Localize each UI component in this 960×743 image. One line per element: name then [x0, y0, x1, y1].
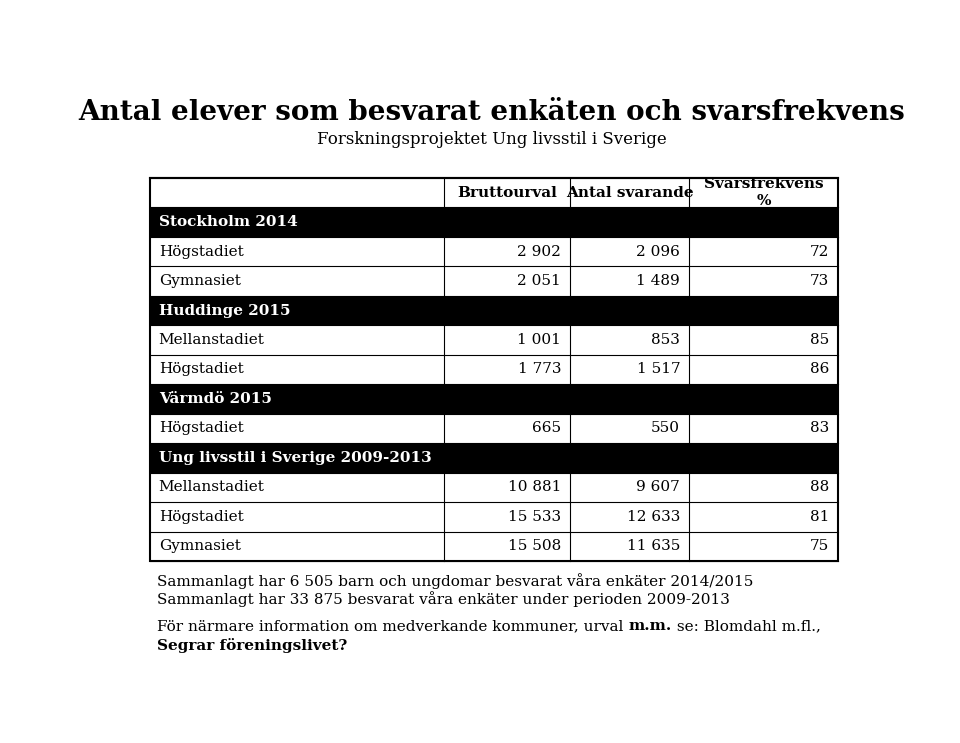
- Bar: [150, 502, 838, 532]
- Text: 2 902: 2 902: [517, 244, 562, 259]
- Text: 2 096: 2 096: [636, 244, 681, 259]
- Text: Bruttourval: Bruttourval: [457, 186, 557, 200]
- Text: Högstadiet: Högstadiet: [158, 244, 244, 259]
- Bar: [150, 178, 838, 561]
- Text: 85: 85: [810, 333, 829, 347]
- Text: 88: 88: [810, 481, 829, 494]
- Text: 11 635: 11 635: [627, 539, 681, 554]
- Text: 75: 75: [810, 539, 829, 554]
- Text: Antal svarande: Antal svarande: [565, 186, 693, 200]
- Text: 1 489: 1 489: [636, 274, 681, 288]
- Text: 10 881: 10 881: [508, 481, 562, 494]
- Text: Ung livsstil i Sverige 2009-2013: Ung livsstil i Sverige 2009-2013: [158, 451, 431, 465]
- Text: 1 001: 1 001: [517, 333, 562, 347]
- Text: 2 051: 2 051: [517, 274, 562, 288]
- Bar: [150, 237, 838, 266]
- Text: 15 508: 15 508: [508, 539, 562, 554]
- Text: 72: 72: [809, 244, 829, 259]
- Text: 83: 83: [810, 421, 829, 435]
- Bar: [150, 325, 838, 354]
- Bar: [150, 532, 838, 561]
- Bar: [150, 473, 838, 502]
- Bar: [150, 178, 838, 561]
- Bar: [150, 266, 838, 296]
- Text: Stockholm 2014: Stockholm 2014: [158, 215, 298, 229]
- Text: Sammanlagt har 6 505 barn och ungdomar besvarat våra enkäter 2014/2015: Sammanlagt har 6 505 barn och ungdomar b…: [157, 574, 754, 589]
- Text: 81: 81: [809, 510, 829, 524]
- Text: 853: 853: [651, 333, 681, 347]
- Text: 86: 86: [809, 363, 829, 377]
- Text: Högstadiet: Högstadiet: [158, 421, 244, 435]
- Text: Högstadiet: Högstadiet: [158, 510, 244, 524]
- Text: Gymnasiet: Gymnasiet: [158, 274, 241, 288]
- Text: Gymnasiet: Gymnasiet: [158, 539, 241, 554]
- Text: För närmare information om medverkande kommuner, urval: För närmare information om medverkande k…: [157, 619, 629, 633]
- Text: 9 607: 9 607: [636, 481, 681, 494]
- Text: 1 773: 1 773: [517, 363, 562, 377]
- Bar: [150, 207, 838, 237]
- Text: 15 533: 15 533: [508, 510, 562, 524]
- Text: Mellanstadiet: Mellanstadiet: [158, 333, 265, 347]
- Text: Antal elever som besvarat enkäten och svarsfrekvens: Antal elever som besvarat enkäten och sv…: [79, 99, 905, 126]
- Text: Huddinge 2015: Huddinge 2015: [158, 304, 290, 317]
- Bar: [150, 414, 838, 444]
- Bar: [150, 178, 838, 207]
- Text: Svarsfrekvens
%: Svarsfrekvens %: [704, 178, 824, 208]
- Text: se: Blomdahl m.fl.,: se: Blomdahl m.fl.,: [672, 619, 821, 633]
- Text: 1 517: 1 517: [636, 363, 681, 377]
- Text: Värmdö 2015: Värmdö 2015: [158, 392, 272, 406]
- Text: 73: 73: [810, 274, 829, 288]
- Text: 665: 665: [532, 421, 562, 435]
- Text: Högstadiet: Högstadiet: [158, 363, 244, 377]
- Text: 12 633: 12 633: [627, 510, 681, 524]
- Text: Mellanstadiet: Mellanstadiet: [158, 481, 265, 494]
- Text: Sammanlagt har 33 875 besvarat våra enkäter under perioden 2009-2013: Sammanlagt har 33 875 besvarat våra enkä…: [157, 591, 730, 608]
- Text: Segrar föreningslivet?: Segrar föreningslivet?: [157, 637, 348, 653]
- Text: m.m.: m.m.: [629, 619, 672, 633]
- Bar: [150, 384, 838, 414]
- Bar: [150, 354, 838, 384]
- Text: Forskningsprojektet Ung livsstil i Sverige: Forskningsprojektet Ung livsstil i Sveri…: [317, 131, 667, 148]
- Bar: [150, 444, 838, 473]
- Text: 550: 550: [651, 421, 681, 435]
- Bar: [150, 296, 838, 325]
